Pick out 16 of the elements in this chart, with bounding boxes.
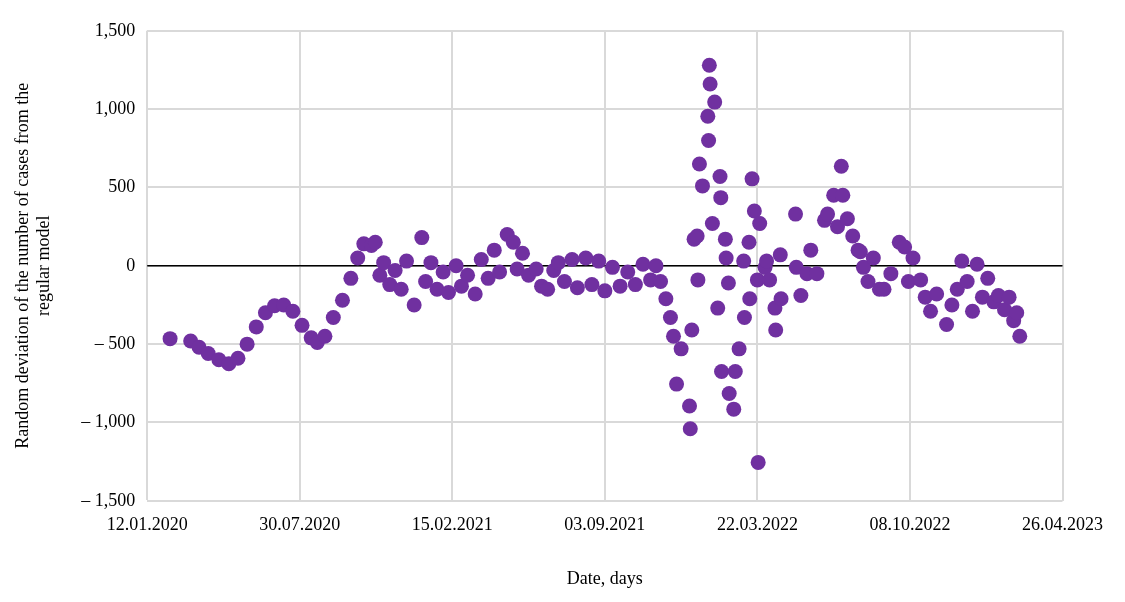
x-tick-label: 30.07.2020 [259,514,341,535]
y-tick-label: – 1,000 [80,411,136,432]
y-axis-title: Random deviation of the number of cases from the regular model [11,82,54,449]
y-tick-label: 0 [126,254,136,275]
x-tick-label: 03.09.2021 [564,514,646,535]
x-tick-label: 15.02.2021 [411,514,493,535]
y-tick-label: 500 [108,176,136,197]
x-axis-title: Date, days [566,567,643,588]
y-tick-label: 1,500 [94,19,136,40]
y-tick-label: – 1,500 [80,489,136,510]
x-tick-label: 22.03.2022 [716,514,798,535]
y-tick-label: – 500 [93,332,136,353]
x-tick-label: 08.10.2022 [869,514,951,535]
x-tick-label: 12.01.2020 [106,514,188,535]
y-tick-label: 1,000 [94,97,136,118]
x-tick-label: 26.04.2023 [1022,514,1103,535]
